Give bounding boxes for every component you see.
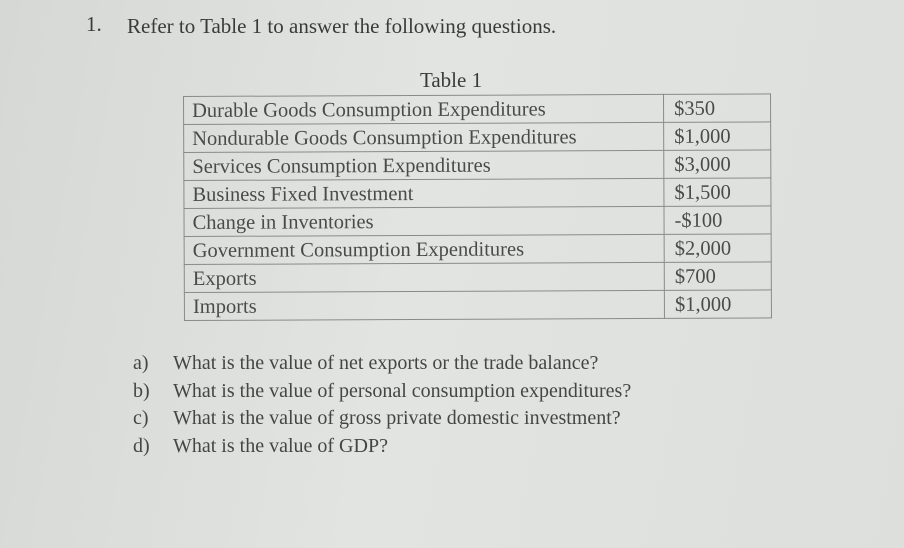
table-row: Government Consumption Expenditures $2,00… (184, 233, 772, 265)
row-value: $700 (664, 261, 772, 291)
table-row: Nondurable Goods Consumption Expenditure… (183, 121, 771, 153)
row-value: $1,000 (664, 289, 772, 319)
row-value: $1,000 (663, 121, 771, 151)
question-text: What is the value of net exports or the … (173, 352, 599, 374)
row-value: -$100 (663, 205, 772, 235)
question-letter: a) (133, 352, 149, 374)
table-row: Imports $1,000 (184, 289, 772, 321)
question-heading: Refer to Table 1 to answer the following… (127, 14, 557, 38)
row-label: Change in Inventories (183, 206, 665, 237)
question-text: What is the value of GDP? (173, 434, 388, 457)
row-label: Nondurable Goods Consumption Expenditure… (183, 122, 664, 153)
question-item: b) What is the value of personal consumpt… (133, 378, 631, 406)
question-letter: b) (133, 379, 150, 402)
table-row: Durable Goods Consumption Expenditures $3… (183, 93, 771, 125)
row-label: Services Consumption Expenditures (183, 150, 664, 181)
table-caption: Table 1 (420, 68, 483, 92)
table-row: Exports $700 (184, 261, 772, 293)
row-value: $2,000 (664, 233, 772, 263)
question-number: 1. (86, 12, 102, 36)
row-value: $1,500 (663, 177, 771, 207)
question-letter: d) (133, 434, 150, 457)
question-letter: c) (133, 407, 149, 429)
row-label: Business Fixed Investment (183, 178, 664, 209)
row-value: $3,000 (663, 149, 771, 179)
question-text: What is the value of gross private domes… (173, 407, 621, 429)
table-row: Services Consumption Expenditures $3,000 (183, 149, 771, 181)
row-label: Government Consumption Expenditures (184, 234, 665, 265)
row-label: Imports (184, 290, 665, 321)
question-list: a) What is the value of net exports or th… (133, 350, 631, 460)
data-table: Durable Goods Consumption Expenditures $3… (183, 93, 772, 321)
question-text: What is the value of personal consumptio… (173, 379, 632, 402)
row-value: $350 (663, 93, 771, 123)
row-label: Exports (184, 262, 665, 293)
question-item: d) What is the value of GDP? (133, 433, 631, 461)
table-row: Change in Inventories -$100 (183, 205, 772, 237)
question-item: c) What is the value of gross private dom… (133, 405, 631, 433)
row-label: Durable Goods Consumption Expenditures (183, 94, 664, 125)
question-item: a) What is the value of net exports or th… (133, 350, 631, 378)
table-row: Business Fixed Investment $1,500 (183, 177, 771, 209)
